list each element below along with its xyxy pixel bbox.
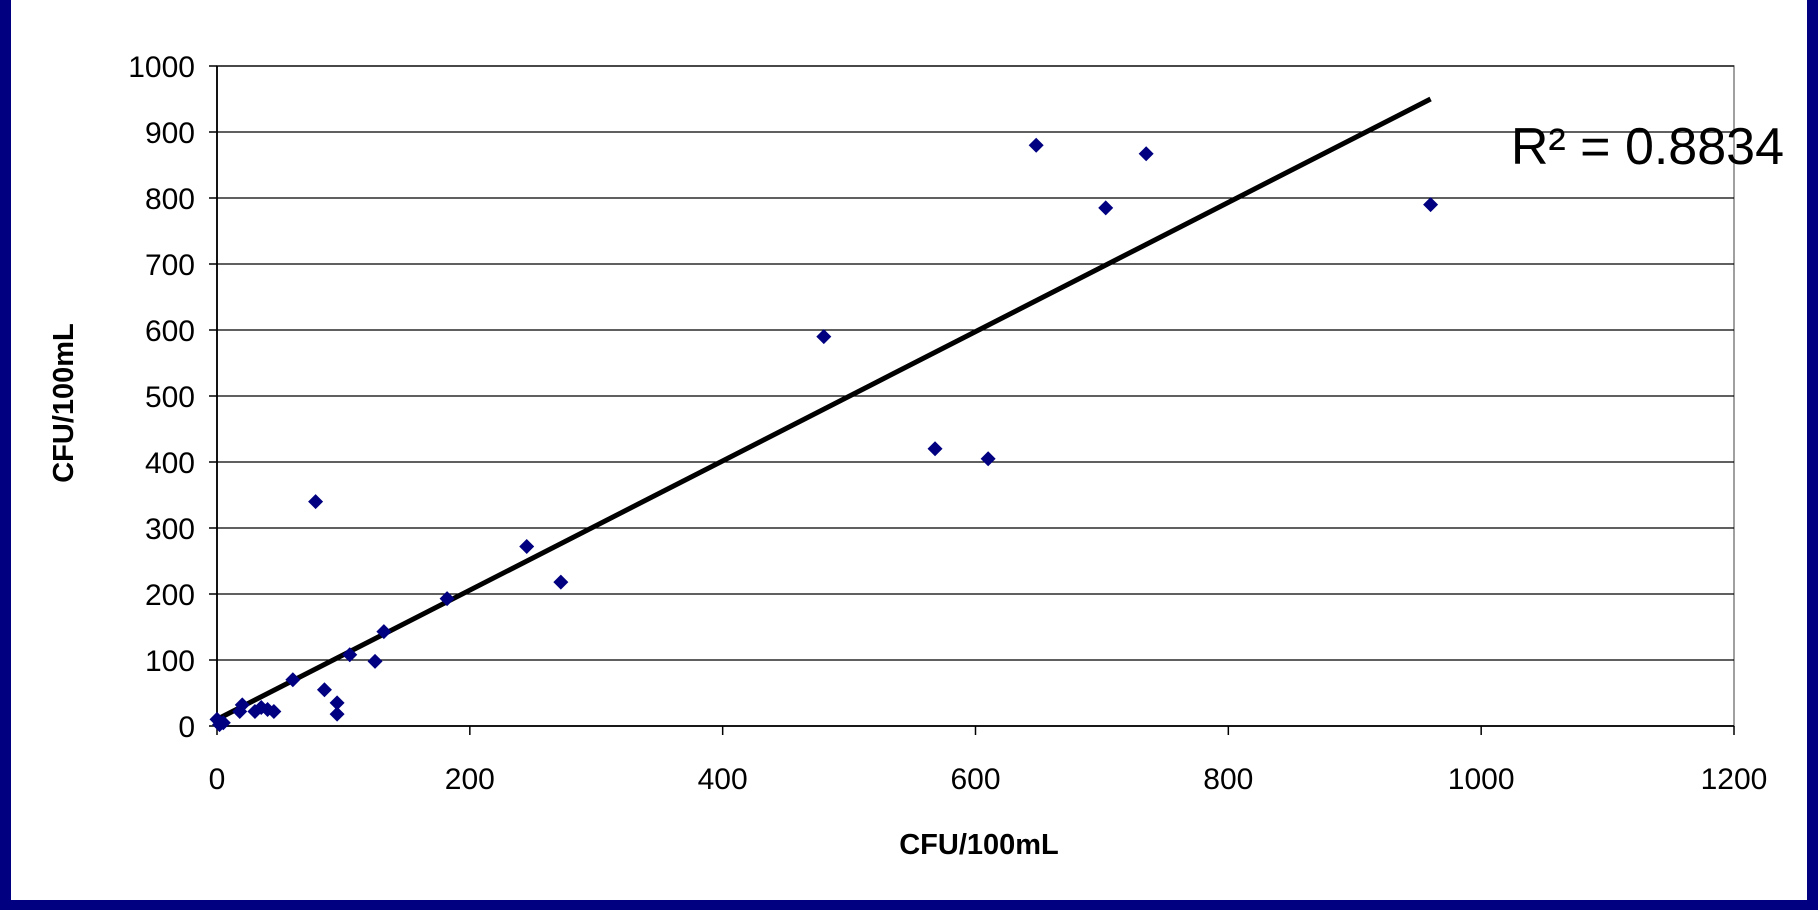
x-tick-label: 600 (950, 763, 1000, 796)
y-tick-label: 300 (145, 513, 195, 546)
y-tick-label: 600 (145, 315, 195, 348)
data-point (376, 624, 392, 640)
data-point (1098, 200, 1114, 216)
data-point (816, 329, 832, 345)
data-point (316, 682, 332, 698)
x-tick-label: 1200 (1701, 763, 1768, 796)
x-tick-label: 200 (445, 763, 495, 796)
data-points (209, 137, 1439, 733)
data-point (329, 695, 345, 711)
x-axis-title: CFU/100mL (899, 829, 1059, 861)
y-tick-label: 1000 (128, 51, 195, 84)
x-tick-label: 1000 (1448, 763, 1515, 796)
x-tick-labels: 0 200 400 600 800 1000 1200 (209, 763, 1768, 796)
data-point (266, 703, 282, 719)
y-tick-label: 500 (145, 381, 195, 414)
x-tick-label: 400 (698, 763, 748, 796)
data-point (308, 494, 324, 510)
y-tick-label: 100 (145, 645, 195, 678)
data-point (1138, 146, 1154, 162)
y-tick-label: 0 (178, 711, 195, 744)
y-tick-labels: 0 100 200 300 400 500 600 700 800 900 1000 (128, 51, 195, 744)
y-tick-label: 400 (145, 447, 195, 480)
data-point (367, 653, 383, 669)
gridlines (216, 65, 1735, 727)
data-point (329, 706, 345, 722)
y-tick-label: 200 (145, 579, 195, 612)
data-point (519, 538, 535, 554)
data-point (439, 591, 455, 607)
y-tick-label: 700 (145, 249, 195, 282)
slide-background (11, 0, 1807, 900)
y-tick-label: 800 (145, 183, 195, 216)
trendline (215, 96, 1432, 722)
data-point (342, 647, 358, 663)
x-tick-label: 0 (209, 763, 226, 796)
data-point (1028, 137, 1044, 153)
data-point (553, 574, 569, 590)
axes (209, 65, 1735, 735)
data-point (285, 672, 301, 688)
data-point (234, 697, 250, 713)
trendline-linear (215, 96, 1432, 722)
r-squared-annotation: R² = 0.8834 (1511, 118, 1784, 176)
x-tick-label: 800 (1203, 763, 1253, 796)
data-point (1423, 197, 1439, 213)
data-point (215, 715, 231, 731)
data-point (927, 441, 943, 457)
data-point (980, 451, 996, 467)
y-axis-title: CFU/100mL (48, 323, 80, 483)
y-tick-label: 900 (145, 117, 195, 150)
